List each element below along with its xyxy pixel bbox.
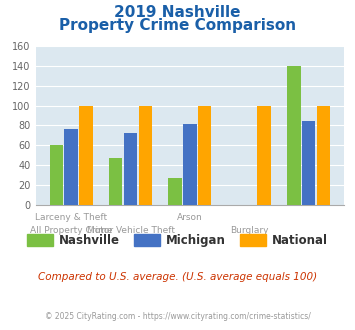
- Bar: [302, 121, 315, 205]
- Legend: Nashville, Michigan, National: Nashville, Michigan, National: [22, 229, 333, 251]
- Text: All Property Crime: All Property Crime: [30, 226, 113, 235]
- Bar: [79, 106, 93, 205]
- Bar: [183, 124, 197, 205]
- Bar: [287, 66, 301, 205]
- Text: 2019 Nashville: 2019 Nashville: [114, 5, 241, 20]
- Bar: [124, 133, 137, 205]
- Bar: [257, 106, 271, 205]
- Bar: [168, 178, 182, 205]
- Text: Property Crime Comparison: Property Crime Comparison: [59, 18, 296, 33]
- Bar: [50, 145, 63, 205]
- Bar: [109, 158, 122, 205]
- Bar: [65, 129, 78, 205]
- Bar: [198, 106, 212, 205]
- Text: Arson: Arson: [177, 213, 203, 222]
- Text: Compared to U.S. average. (U.S. average equals 100): Compared to U.S. average. (U.S. average …: [38, 272, 317, 282]
- Text: Motor Vehicle Theft: Motor Vehicle Theft: [87, 226, 175, 235]
- Bar: [139, 106, 152, 205]
- Bar: [317, 106, 330, 205]
- Text: © 2025 CityRating.com - https://www.cityrating.com/crime-statistics/: © 2025 CityRating.com - https://www.city…: [45, 312, 310, 321]
- Text: Burglary: Burglary: [230, 226, 269, 235]
- Text: Larceny & Theft: Larceny & Theft: [35, 213, 107, 222]
